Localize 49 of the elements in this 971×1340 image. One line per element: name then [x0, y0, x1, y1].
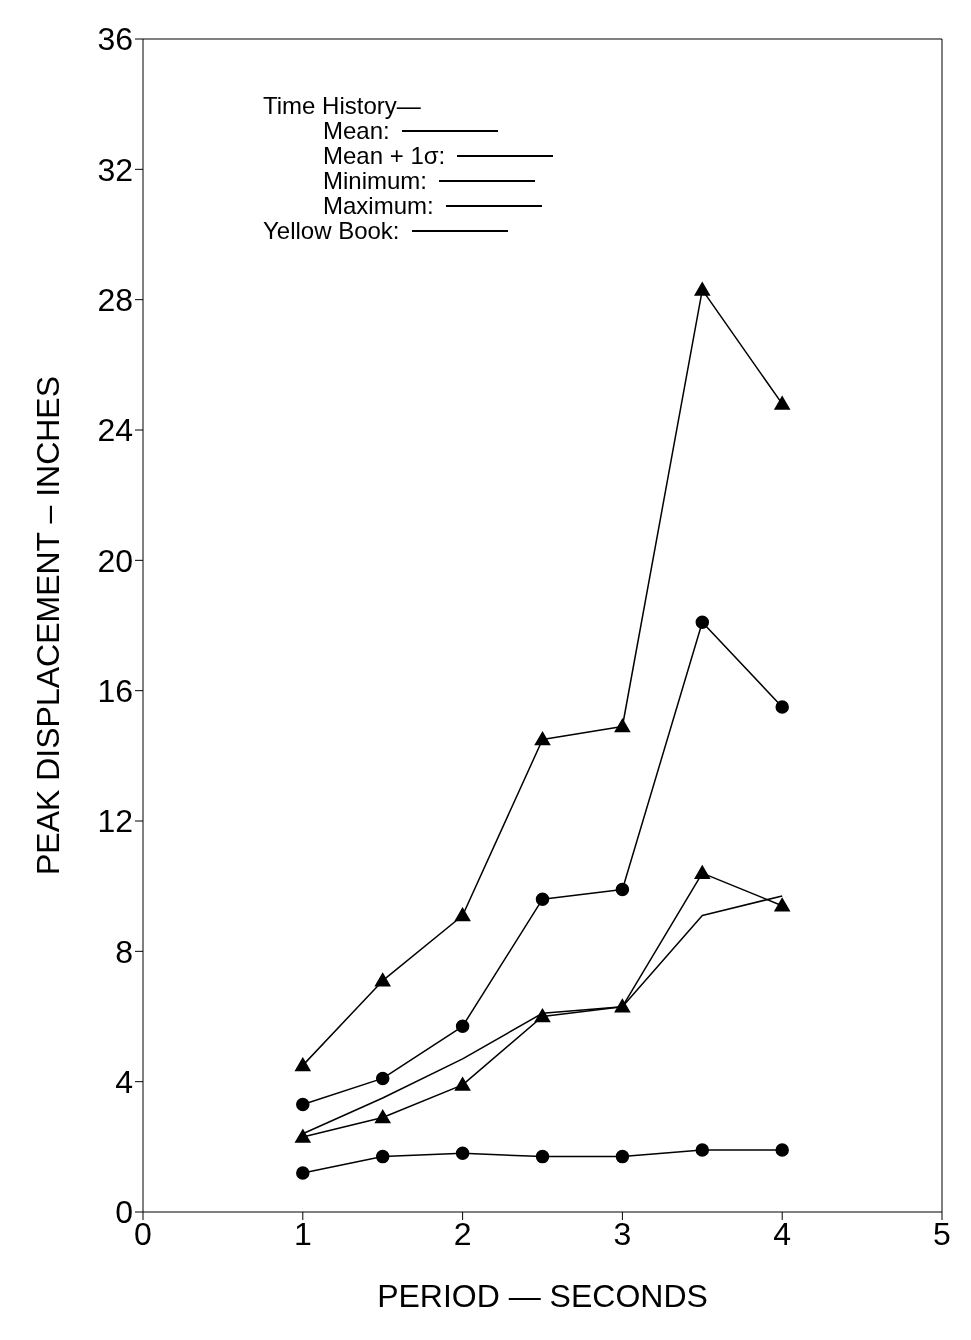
y-tick-label: 36	[97, 21, 133, 58]
point	[296, 1166, 310, 1180]
x-axis-title: PERIOD — SECONDS	[377, 1278, 708, 1314]
point	[534, 731, 551, 746]
point	[614, 998, 631, 1013]
y-tick-label: 20	[97, 542, 133, 579]
point	[774, 396, 790, 410]
legend-label: Maximum:	[323, 192, 434, 219]
point	[296, 1097, 310, 1112]
point	[375, 1071, 390, 1086]
point	[295, 1057, 311, 1072]
y-tick-label: 4	[115, 1064, 133, 1101]
point	[454, 1077, 471, 1091]
point	[694, 865, 711, 879]
legend-label: Mean + 1σ:	[323, 142, 446, 169]
legend-label: Yellow Book:	[263, 217, 400, 244]
point	[695, 615, 710, 629]
legend-title: Time History—	[263, 92, 422, 119]
x-tick-label: 5	[933, 1215, 951, 1252]
y-tick-label: 28	[97, 282, 133, 319]
point	[614, 718, 631, 733]
point	[775, 1143, 789, 1157]
point	[615, 1149, 630, 1164]
x-tick-label: 3	[613, 1215, 632, 1252]
point	[375, 1149, 390, 1164]
point	[535, 1149, 550, 1164]
point	[535, 892, 550, 906]
y-tick-label: 12	[97, 803, 133, 840]
point	[454, 907, 471, 922]
point	[775, 700, 789, 714]
point	[615, 882, 630, 897]
point	[774, 897, 790, 912]
y-tick-label: 8	[115, 933, 133, 970]
point	[455, 1146, 470, 1161]
point	[534, 1008, 551, 1023]
y-tick-label: 32	[97, 151, 133, 188]
x-tick-label: 2	[453, 1215, 472, 1252]
point	[374, 1109, 391, 1124]
x-tick-label: 1	[293, 1215, 312, 1252]
y-tick-label: 24	[97, 412, 133, 449]
point	[694, 282, 711, 296]
point	[374, 972, 391, 987]
point	[295, 1129, 311, 1143]
y-axis-title: PEAK DISPLACEMENT – INCHES	[30, 375, 67, 876]
legend-label: Minimum:	[323, 167, 428, 194]
point	[695, 1143, 710, 1157]
y-tick-label: 16	[97, 673, 133, 710]
point	[455, 1019, 470, 1034]
x-tick-label: 4	[773, 1215, 792, 1252]
